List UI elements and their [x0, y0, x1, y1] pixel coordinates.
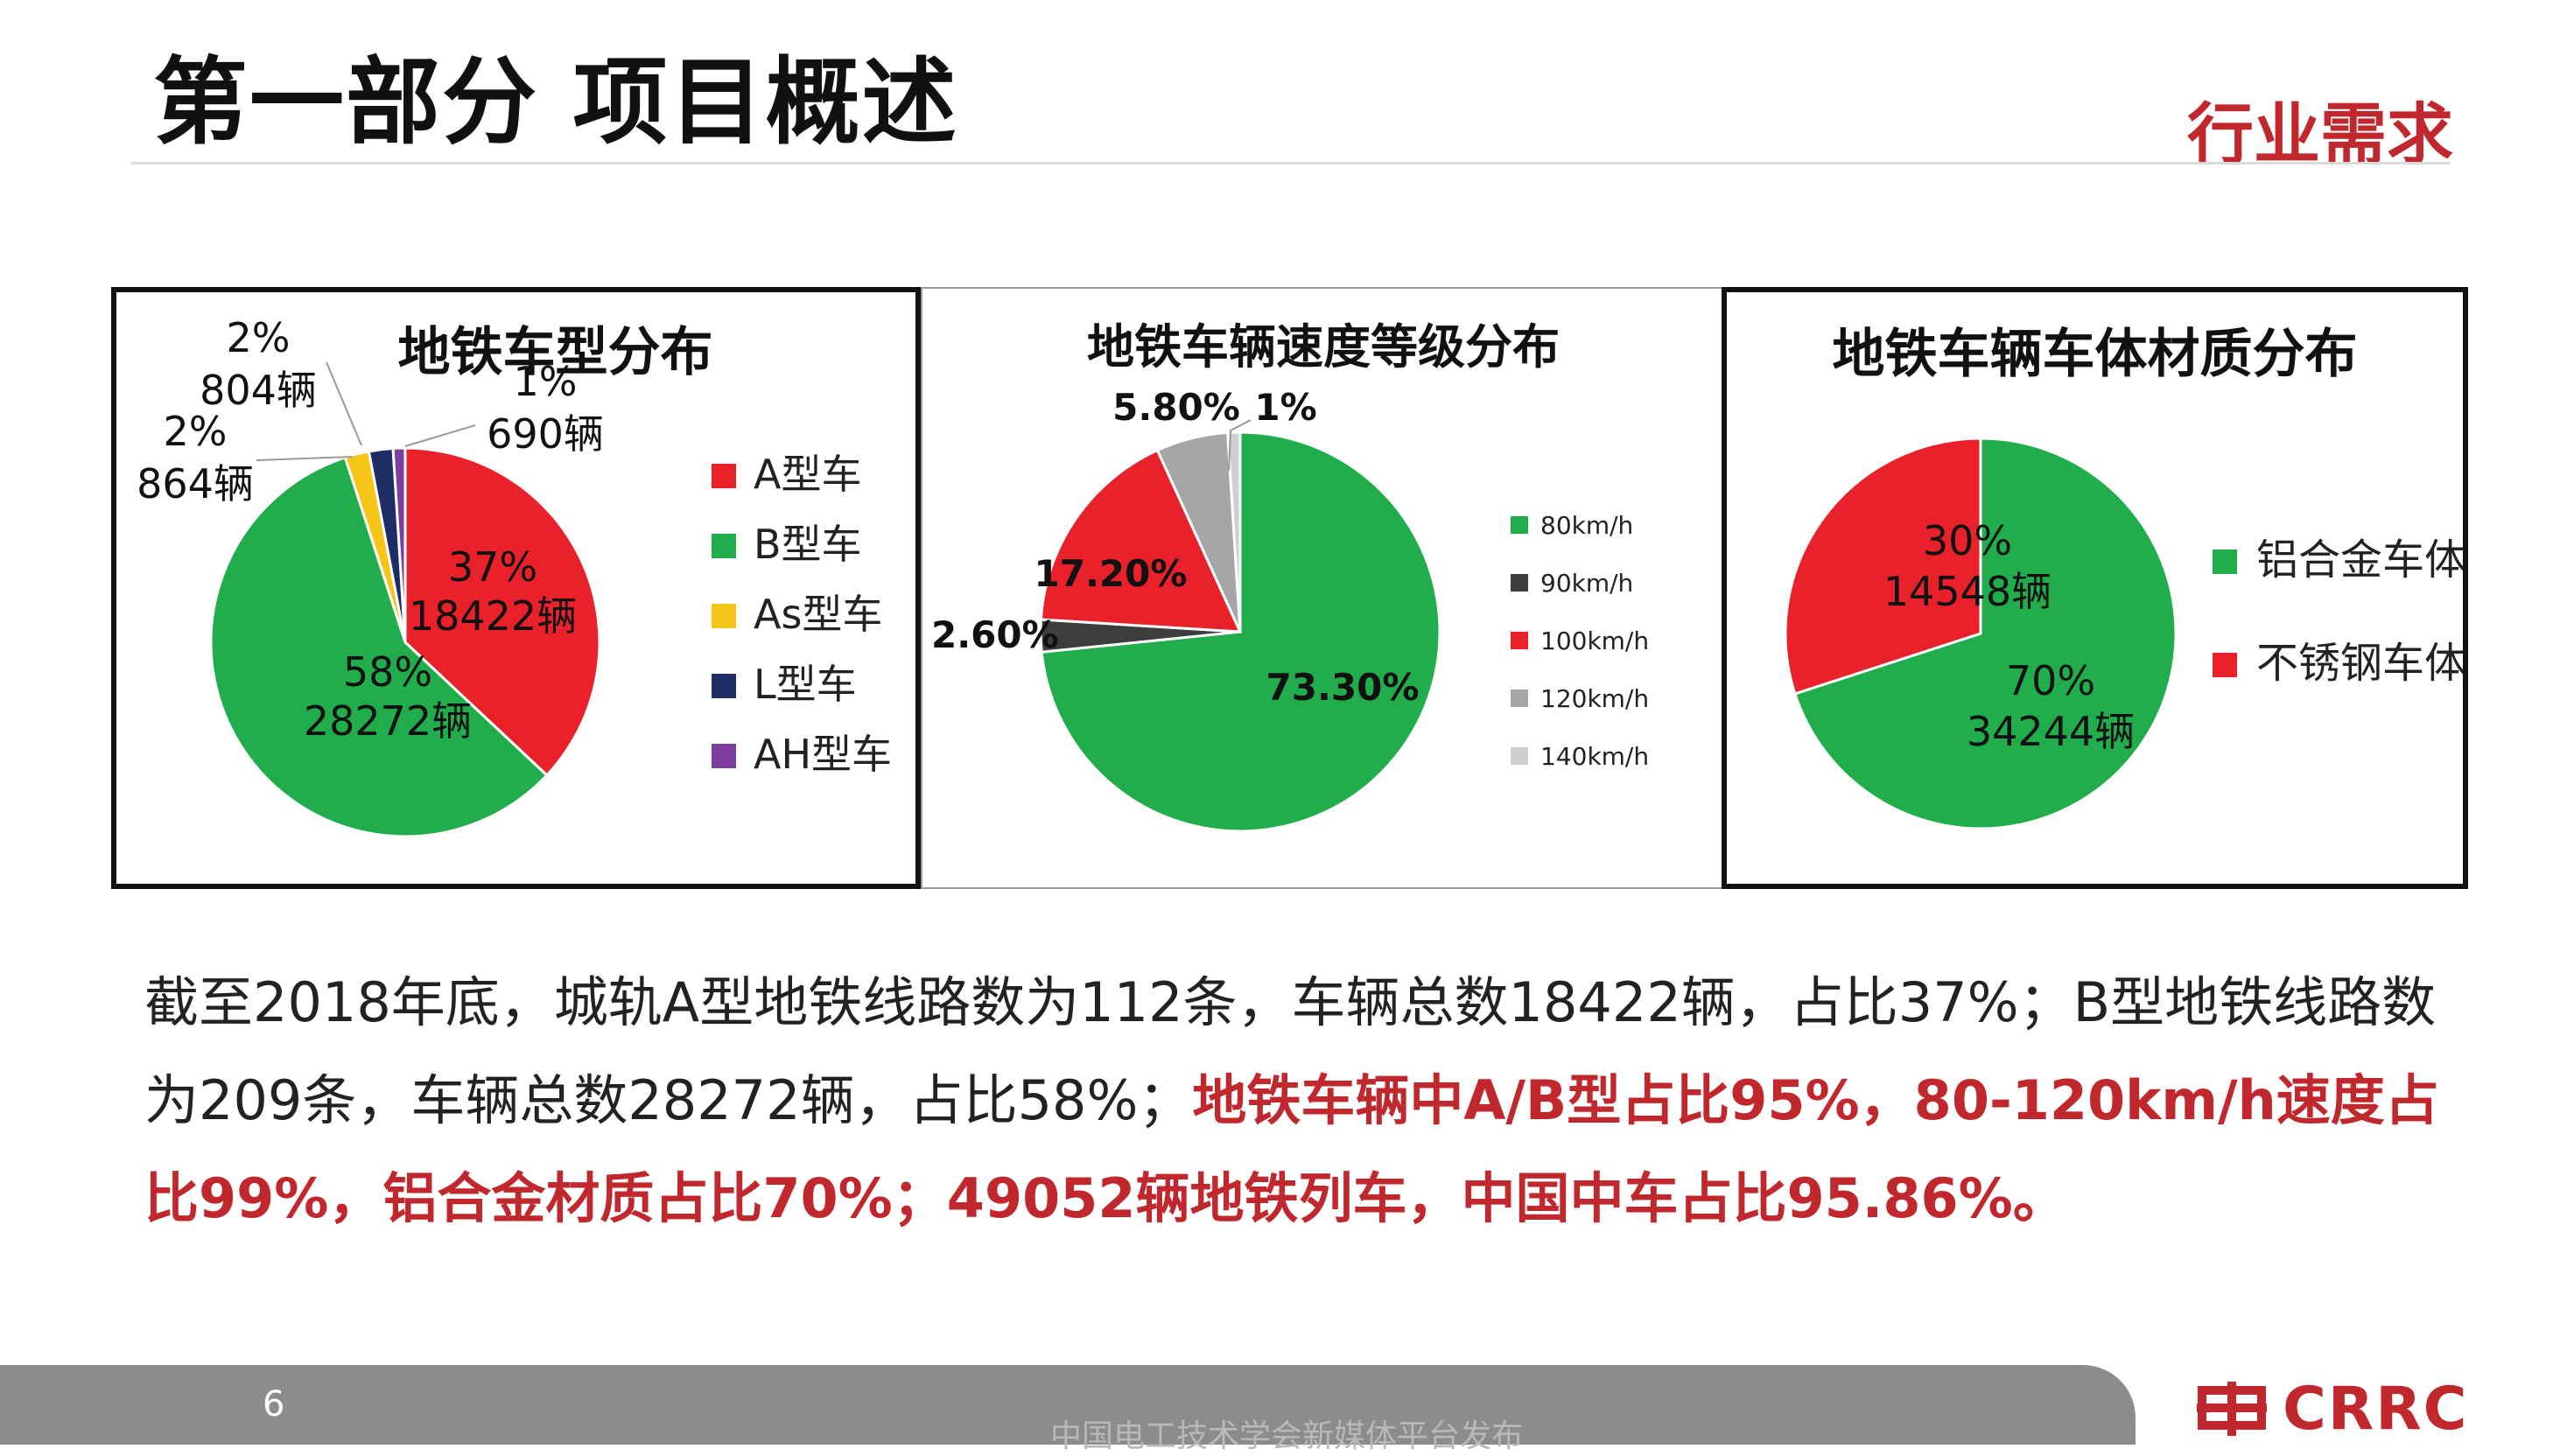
slice-label: 58% 28272辆 — [304, 648, 472, 745]
footer-bar — [0, 1365, 2136, 1445]
slice-label: 1% 690辆 — [487, 358, 604, 458]
crrc-logo: CRRC — [2197, 1375, 2469, 1444]
summary-highlight: 地铁车辆中A/B型占比95%，80-120km/h速度占比99%，铝合金材质占比… — [144, 1068, 2439, 1230]
legend-swatch — [712, 464, 736, 488]
pie-slice-100kmh — [1039, 448, 1243, 634]
legend-label: 140km/h — [1540, 742, 1649, 771]
pie-slice-140kmh — [1226, 430, 1242, 633]
chart-title: 地铁车辆车体材质分布 — [1832, 324, 2358, 385]
speed-chart-panel: 地铁车辆速度等级分布 73.30% 2.60% 17.20% 5.80% 1% 80km/… — [921, 287, 1726, 889]
crrc-emblem-icon — [2197, 1382, 2267, 1436]
slice-label: 17.20% — [1035, 552, 1188, 595]
chart-title: 地铁车型分布 — [397, 322, 713, 383]
slice-label: 30% 14548辆 — [1883, 517, 2051, 615]
watermark-text: 中国电工技术学会新媒体平台发布 — [1050, 1418, 1524, 1454]
slice-label: 2% 804辆 — [200, 314, 317, 414]
legend-swatch — [1511, 632, 1528, 649]
legend-swatch — [712, 604, 736, 628]
legend-label: 90km/h — [1540, 569, 1633, 598]
leader-line — [404, 424, 476, 447]
page-number: 6 — [263, 1384, 285, 1424]
legend-swatch — [1511, 516, 1528, 534]
pie-slice-b — [209, 455, 549, 838]
leader-line — [1228, 419, 1252, 472]
logo-text: CRRC — [2283, 1374, 2469, 1444]
slice-label: 73.30% — [1266, 666, 1420, 709]
legend-swatch — [712, 534, 736, 558]
pie-slice- — [1784, 437, 1982, 696]
pie-slice-ah — [391, 446, 407, 643]
legend-swatch — [2213, 653, 2237, 677]
pie-slice- — [1793, 437, 2178, 830]
chart-title: 地铁车辆速度等级分布 — [1087, 319, 1560, 374]
speed-pie-chart: 73.30% 2.60% 17.20% 5.80% 1% 80km/h 90km/h 100k… — [931, 386, 1649, 833]
pie-slice-a — [403, 446, 601, 778]
legend-label: 100km/h — [1540, 626, 1649, 655]
legend-label: B型车 — [754, 521, 862, 568]
legend-label: 120km/h — [1540, 684, 1649, 713]
slice-label: 70% 34244辆 — [1967, 657, 2135, 755]
slice-label: 5.80% — [1112, 386, 1240, 429]
legend-swatch — [1511, 747, 1528, 765]
summary-paragraph: 截至2018年底，城轨A型地铁线路数为112条，车辆总数18422辆，占比37%… — [144, 954, 2455, 1248]
legend-swatch — [1511, 690, 1528, 707]
page-title: 第一部分 项目概述 — [153, 48, 958, 158]
legend-swatch — [1511, 574, 1528, 592]
slice-label: 1% — [1254, 386, 1316, 429]
legend-label: A型车 — [754, 451, 861, 498]
section-tag: 行业需求 — [2187, 95, 2453, 173]
legend-label: 铝合金车体 — [2256, 536, 2463, 584]
legend-swatch — [712, 744, 736, 768]
legend-label: As型车 — [754, 591, 882, 638]
legend-swatch — [712, 674, 736, 698]
material-chart-panel: 地铁车辆车体材质分布 70% 34244辆 30% 14548辆 铝合金车体不锈钢车体 — [1722, 287, 2468, 889]
legend-swatch — [2213, 550, 2237, 574]
slice-label: 2.60% — [931, 613, 1059, 656]
summary-text: 截至2018年底，城轨A型地铁线路数为112条，车辆总数18422辆，占比37%… — [144, 970, 2437, 1132]
slice-label: 37% 18422辆 — [409, 543, 577, 640]
slice-label: 2% 864辆 — [137, 408, 254, 508]
title-divider — [131, 162, 2451, 164]
legend-label: L型车 — [754, 661, 857, 708]
legend-label: AH型车 — [754, 731, 892, 778]
legend-label: 不锈钢车体 — [2256, 639, 2463, 688]
vehicle-type-chart-panel: 地铁车型分布 37% 18422辆 58% 28272辆 2% 864辆 2% 804辆 1% 6… — [111, 287, 921, 889]
leader-line — [256, 456, 354, 461]
leader-line — [326, 361, 362, 446]
legend-label: 80km/h — [1540, 511, 1633, 540]
